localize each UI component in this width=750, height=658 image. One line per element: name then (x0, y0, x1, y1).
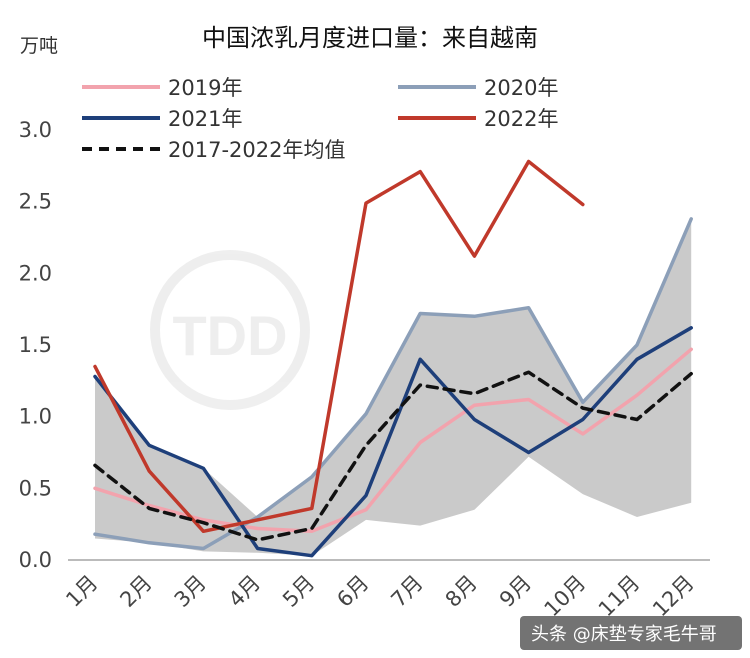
x-tick-label: 10月 (540, 571, 591, 622)
legend-label: 2017-2022年均值 (168, 138, 345, 162)
y-axis-ticks: 0.0 0.5 1.0 1.5 2.0 2.5 3.0 (19, 118, 52, 572)
series-line-2017-2022年均值 (93, 370, 693, 542)
y-tick-label: 2.0 (19, 261, 52, 285)
series-lines (93, 159, 693, 558)
y-tick-label: 1.5 (19, 333, 52, 357)
legend-label: 2022年 (484, 107, 558, 131)
legend-label: 2020年 (484, 76, 558, 100)
y-axis-unit: 万吨 (20, 35, 58, 57)
watermark-logo: TDD (150, 250, 310, 410)
x-tick-label: 1月 (61, 571, 102, 612)
x-tick-label: 9月 (495, 571, 536, 612)
x-tick-label: 12月 (648, 571, 699, 622)
legend: 2019年 2020年 2021年 2022年 2017-2022年均值 (82, 76, 558, 162)
range-band (95, 218, 692, 556)
y-tick-label: 1.0 (19, 405, 52, 429)
x-tick-label: 3月 (170, 571, 211, 612)
x-tick-label: 5月 (278, 571, 319, 612)
x-tick-label: 6月 (332, 571, 373, 612)
series-line-2019年 (93, 347, 693, 534)
y-tick-label: 0.5 (19, 476, 52, 500)
legend-label: 2019年 (168, 76, 242, 100)
y-tick-label: 0.0 (19, 548, 52, 572)
y-tick-label: 2.5 (19, 190, 52, 214)
x-tick-label: 2月 (115, 571, 156, 612)
x-tick-label: 8月 (441, 571, 482, 612)
x-axis-ticks: 1月 2月 3月 4月 5月 6月 7月 8月 9月 10月 11月 12月 (61, 571, 698, 622)
source-caption: 头条 @床垫专家毛牛哥 (531, 624, 717, 645)
svg-text:TDD: TDD (172, 304, 287, 367)
y-tick-label: 3.0 (19, 118, 52, 142)
legend-label: 2021年 (168, 107, 242, 131)
chart-title: 中国浓乳月度进口量：来自越南 (202, 24, 538, 52)
x-tick-label: 4月 (224, 571, 265, 612)
x-tick-label: 11月 (594, 571, 645, 622)
x-tick-label: 7月 (386, 571, 427, 612)
series-line-2022年 (93, 159, 585, 534)
series-line-2020年 (93, 217, 693, 551)
source-caption-bg (520, 616, 742, 650)
